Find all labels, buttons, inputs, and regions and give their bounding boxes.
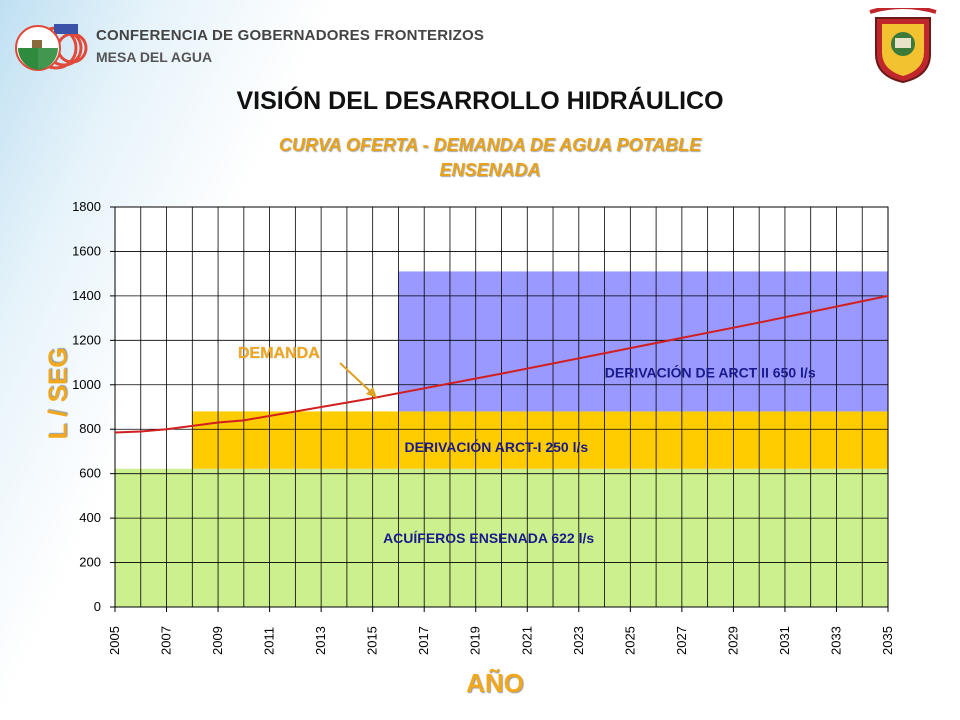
y-tick-label: 1600 (72, 243, 101, 258)
y-tick-label: 1200 (72, 332, 101, 347)
demand-callout-label: DEMANDA (238, 345, 320, 362)
organization-name: CONFERENCIA DE GOBERNADORES FRONTERIZOS (96, 27, 485, 44)
x-tick-label: 2033 (828, 626, 843, 655)
x-tick-label: 2009 (210, 626, 225, 655)
x-tick-label: 2011 (262, 627, 277, 655)
chart-subtitle: ENSENADA (439, 160, 541, 180)
x-tick-label: 2025 (622, 626, 637, 655)
organization-header: CONFERENCIA DE GOBERNADORES FRONTERIZOS … (96, 27, 484, 65)
x-tick-label: 2007 (159, 626, 174, 655)
x-axis-title: AÑO (466, 668, 524, 698)
supply-label-3: DERIVACIÓN DE ARCT II 650 l/s (605, 364, 816, 381)
organization-subtitle: MESA DEL AGUA (96, 49, 213, 65)
demand-line (114, 294, 889, 434)
state-coat-of-arms (869, 8, 937, 84)
x-tick-label: 2023 (571, 626, 586, 655)
demand-callout-arrowhead (366, 387, 377, 398)
y-tick-label: 200 (79, 555, 101, 570)
x-tick-label: 2019 (468, 626, 483, 655)
x-tick-label: 2029 (725, 626, 740, 655)
chart-title: CURVA OFERTA - DEMANDA DE AGUA POTABLE (278, 135, 702, 155)
supply-label-1: ACUÍFEROS ENSENADA 622 l/s (383, 530, 594, 546)
y-axis-title: L / SEG (42, 347, 73, 440)
y-tick-label: 400 (79, 510, 101, 525)
page-title: VISIÓN DEL DESARROLLO HIDRÁULICO (236, 87, 724, 115)
y-tick-label: 0 (94, 599, 101, 614)
x-tick-label: 2035 (880, 626, 895, 655)
x-tick-label: 2017 (416, 626, 431, 655)
x-tick-label: 2027 (674, 626, 689, 655)
plot-border (114, 206, 889, 608)
x-tick-label: 2013 (313, 626, 328, 655)
y-tick-label: 800 (79, 421, 101, 436)
supply-area-2 (192, 411, 889, 469)
conference-logo (15, 24, 88, 71)
y-tick-label: 1400 (72, 288, 101, 303)
x-tick-label: 2005 (107, 626, 122, 655)
y-tick-label: 1000 (72, 377, 101, 392)
supply-area-3 (398, 271, 888, 412)
x-tick-label: 2015 (365, 626, 380, 655)
y-tick-label: 1800 (72, 199, 101, 214)
y-tick-label: 600 (79, 466, 101, 481)
conference-logo-rings (34, 24, 88, 70)
supply-label-2: DERIVACIÓN ARCT-I 250 l/s (405, 438, 589, 455)
x-tick-label: 2031 (777, 626, 792, 655)
x-tick-label: 2021 (519, 626, 534, 655)
demand-callout-arrow (339, 362, 373, 394)
